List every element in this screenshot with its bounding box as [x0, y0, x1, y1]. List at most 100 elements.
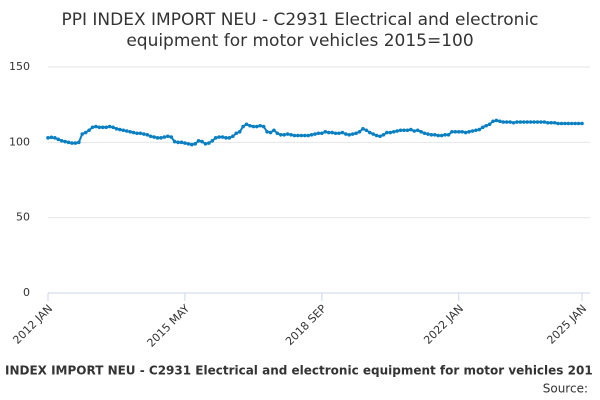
point	[381, 133, 386, 137]
point	[371, 132, 375, 136]
point	[525, 120, 530, 124]
point	[436, 133, 441, 138]
point	[480, 125, 485, 130]
point	[207, 141, 211, 145]
y-tick-label: 0	[23, 286, 30, 299]
point	[309, 133, 314, 137]
point	[580, 121, 584, 126]
point	[511, 120, 516, 125]
point	[220, 135, 225, 139]
point	[552, 120, 557, 125]
point	[487, 122, 492, 127]
point	[265, 129, 269, 134]
point	[248, 123, 252, 128]
point	[542, 120, 547, 124]
point	[340, 130, 345, 135]
point	[367, 130, 372, 135]
point	[111, 125, 115, 130]
point	[155, 136, 160, 140]
caption: INDEX IMPORT NEU - C2931 Electrical and …	[5, 364, 593, 378]
point	[234, 131, 239, 136]
point	[494, 118, 499, 123]
point	[196, 139, 201, 143]
point	[261, 124, 266, 129]
point	[518, 120, 523, 124]
point	[433, 133, 437, 137]
point	[193, 142, 197, 146]
point	[131, 130, 136, 135]
point	[255, 124, 259, 129]
x-tick-label: 2025 JAN	[544, 302, 589, 347]
point	[152, 135, 156, 139]
point	[460, 129, 464, 134]
point	[183, 141, 187, 145]
point	[422, 131, 427, 136]
point	[463, 130, 468, 135]
point	[333, 131, 338, 136]
point	[59, 139, 64, 143]
point	[446, 133, 451, 137]
point	[200, 139, 204, 144]
point	[528, 120, 533, 124]
point	[501, 120, 506, 124]
point	[385, 130, 389, 135]
point	[350, 132, 355, 136]
point	[289, 133, 293, 137]
point	[80, 132, 85, 136]
x-tick-label: 2015 MAY	[145, 302, 193, 350]
point	[186, 142, 191, 146]
point	[104, 125, 108, 130]
point	[224, 136, 228, 140]
point	[573, 121, 577, 126]
point	[282, 133, 286, 137]
point	[159, 136, 163, 140]
point	[241, 124, 245, 129]
point	[83, 130, 88, 135]
point	[118, 127, 122, 132]
point	[361, 126, 365, 131]
point	[316, 131, 321, 136]
point	[474, 128, 478, 133]
point	[268, 130, 273, 135]
point	[412, 129, 417, 133]
point	[138, 131, 143, 136]
point	[439, 133, 444, 138]
point	[63, 139, 67, 144]
point	[391, 129, 396, 134]
point	[443, 133, 447, 137]
point	[539, 120, 543, 124]
point	[124, 129, 129, 133]
point	[378, 134, 382, 139]
point	[357, 129, 362, 134]
point	[326, 130, 331, 135]
point	[166, 134, 170, 139]
point	[535, 120, 540, 124]
point	[409, 127, 413, 132]
point	[162, 135, 167, 139]
x-tick-label: 2018 SEP	[283, 302, 329, 348]
point	[94, 124, 98, 129]
point	[515, 120, 519, 124]
point	[532, 120, 536, 124]
point	[556, 121, 560, 126]
point	[49, 135, 54, 140]
point	[169, 135, 174, 139]
point	[415, 128, 420, 133]
point	[545, 120, 550, 125]
point	[477, 127, 482, 132]
point	[176, 140, 180, 145]
point	[100, 125, 105, 130]
point	[251, 124, 256, 129]
point	[135, 131, 139, 136]
point	[278, 133, 283, 137]
y-tick-label: 50	[16, 211, 30, 224]
point	[77, 140, 81, 145]
point	[73, 141, 78, 145]
point	[237, 129, 242, 134]
x-tick-label: 2012 JAN	[10, 302, 55, 347]
point	[296, 133, 300, 138]
point	[344, 132, 348, 136]
point	[114, 126, 119, 131]
point	[504, 120, 509, 124]
